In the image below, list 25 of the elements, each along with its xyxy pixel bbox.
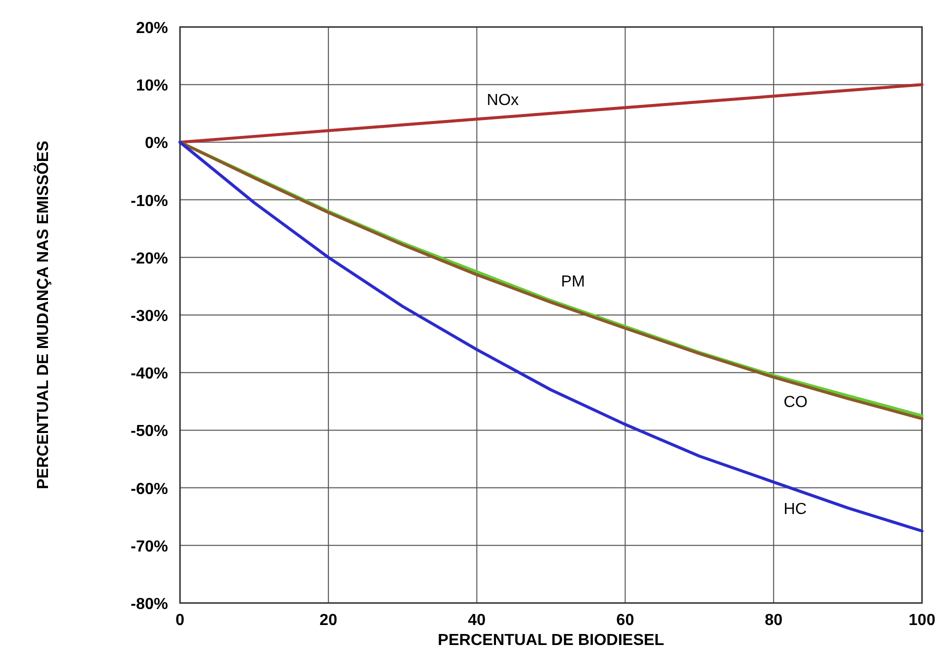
y-axis-title: PERCENTUAL DE MUDANÇA NAS EMISSÕES bbox=[33, 140, 52, 490]
y-tick-label: -70% bbox=[130, 538, 168, 556]
y-tick-label: -50% bbox=[130, 423, 168, 440]
x-tick-label: 60 bbox=[616, 612, 634, 629]
y-tick-label: 20% bbox=[136, 20, 168, 37]
y-tick-label: 0% bbox=[144, 135, 168, 152]
y-tick-label: -40% bbox=[130, 366, 168, 383]
x-axis-title: PERCENTUAL DE BIODIESEL bbox=[438, 632, 664, 649]
x-tick-label: 40 bbox=[468, 612, 486, 629]
line-series bbox=[178, 140, 924, 532]
line-series bbox=[178, 83, 924, 144]
y-tick-label: -30% bbox=[130, 308, 168, 325]
y-tick-label: -10% bbox=[130, 192, 168, 210]
series-label: HC bbox=[784, 501, 807, 518]
x-tick-label: 20 bbox=[320, 612, 338, 629]
series-label: NOx bbox=[486, 92, 519, 110]
x-tick-label: 0 bbox=[176, 612, 185, 629]
y-tick-label: 10% bbox=[136, 78, 168, 95]
y-tick-label: -20% bbox=[130, 250, 168, 268]
series-label: PM bbox=[561, 274, 585, 291]
y-tick-label: -80% bbox=[130, 596, 168, 613]
x-tick-label: 100 bbox=[908, 612, 936, 629]
x-tick-label: 80 bbox=[764, 612, 783, 629]
series-label: CO bbox=[784, 394, 808, 412]
y-tick-label: -60% bbox=[130, 480, 168, 498]
